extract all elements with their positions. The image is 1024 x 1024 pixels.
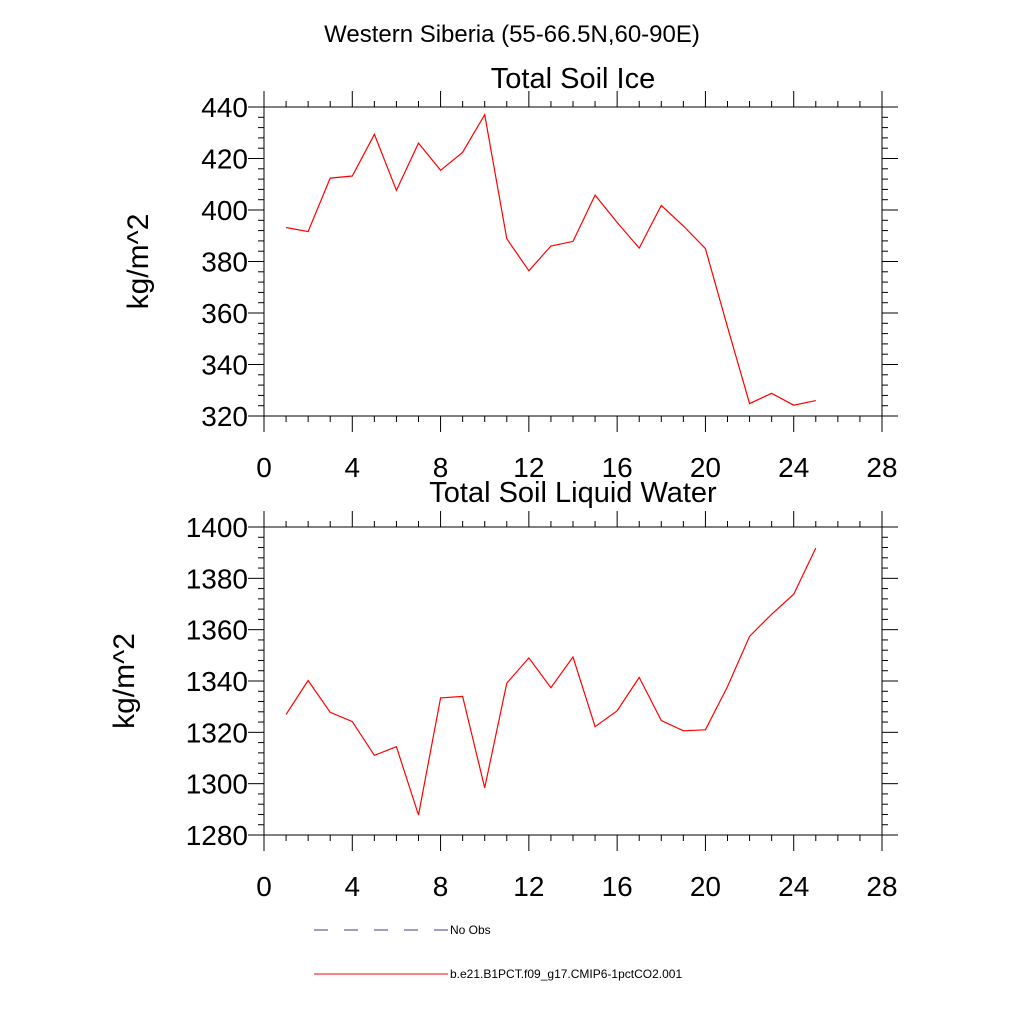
y-tick-label: 1400: [186, 512, 248, 543]
x-tick-label: 4: [344, 871, 360, 902]
y-tick-label: 1380: [186, 563, 248, 594]
legend: No Obs b.e21.B1PCT.f09_g17.CMIP6-1pctCO2…: [314, 923, 682, 981]
y-tick-label: 380: [201, 247, 248, 278]
y-axis-label: kg/m^2: [108, 633, 141, 729]
x-tick-label: 28: [866, 871, 897, 902]
y-tick-label: 440: [201, 92, 248, 123]
x-tick-label: 24: [778, 452, 809, 483]
y-tick-label: 1340: [186, 666, 248, 697]
x-tick-label: 0: [256, 871, 272, 902]
panel-title: Total Soil Ice: [491, 63, 655, 95]
y-tick-label: 1300: [186, 769, 248, 800]
legend-no-obs-label: No Obs: [450, 923, 491, 937]
plot-frame: [263, 526, 883, 836]
x-tick-label: 8: [433, 871, 449, 902]
y-axis-label: kg/m^2: [122, 214, 155, 310]
y-tick-label: 340: [201, 350, 248, 381]
x-tick-label: 28: [866, 452, 897, 483]
x-tick-label: 24: [778, 871, 809, 902]
chart-panels: Total Soil Ice 0 4 8 12 16 20 24 28 320 340 360 380 4…: [108, 63, 898, 902]
y-tick-label: 420: [201, 144, 248, 175]
y-tick-label: 1280: [186, 820, 248, 851]
y-tick-label: 360: [201, 298, 248, 329]
panel-title: Total Soil Liquid Water: [429, 477, 717, 509]
panel-2: Total Soil Liquid Water 0 4 8 12 16 20 24 28 1280…: [108, 477, 898, 902]
y-tick-label: 320: [201, 401, 248, 432]
x-tick-label: 12: [513, 871, 544, 902]
panel-1: Total Soil Ice 0 4 8 12 16 20 24 28 320 340 360 380 4…: [122, 63, 898, 483]
x-tick-label: 20: [690, 452, 721, 483]
x-tick-label: 16: [602, 452, 633, 483]
x-tick-label: 4: [344, 452, 360, 483]
y-tick-label: 1360: [186, 615, 248, 646]
plot-frame: [263, 106, 883, 417]
y-tick-label: 400: [201, 195, 248, 226]
y-tick-label: 1320: [186, 717, 248, 748]
x-tick-label: 16: [602, 871, 633, 902]
series-line: [285, 547, 817, 816]
x-tick-label: 12: [513, 452, 544, 483]
legend-series-label: b.e21.B1PCT.f09_g17.CMIP6-1pctCO2.001: [450, 967, 682, 981]
x-tick-label: 8: [433, 452, 449, 483]
figure-title: Western Siberia (55-66.5N,60-90E): [324, 21, 700, 48]
x-tick-label: 20: [690, 871, 721, 902]
x-tick-label: 0: [256, 452, 272, 483]
series-line: [285, 112, 816, 406]
